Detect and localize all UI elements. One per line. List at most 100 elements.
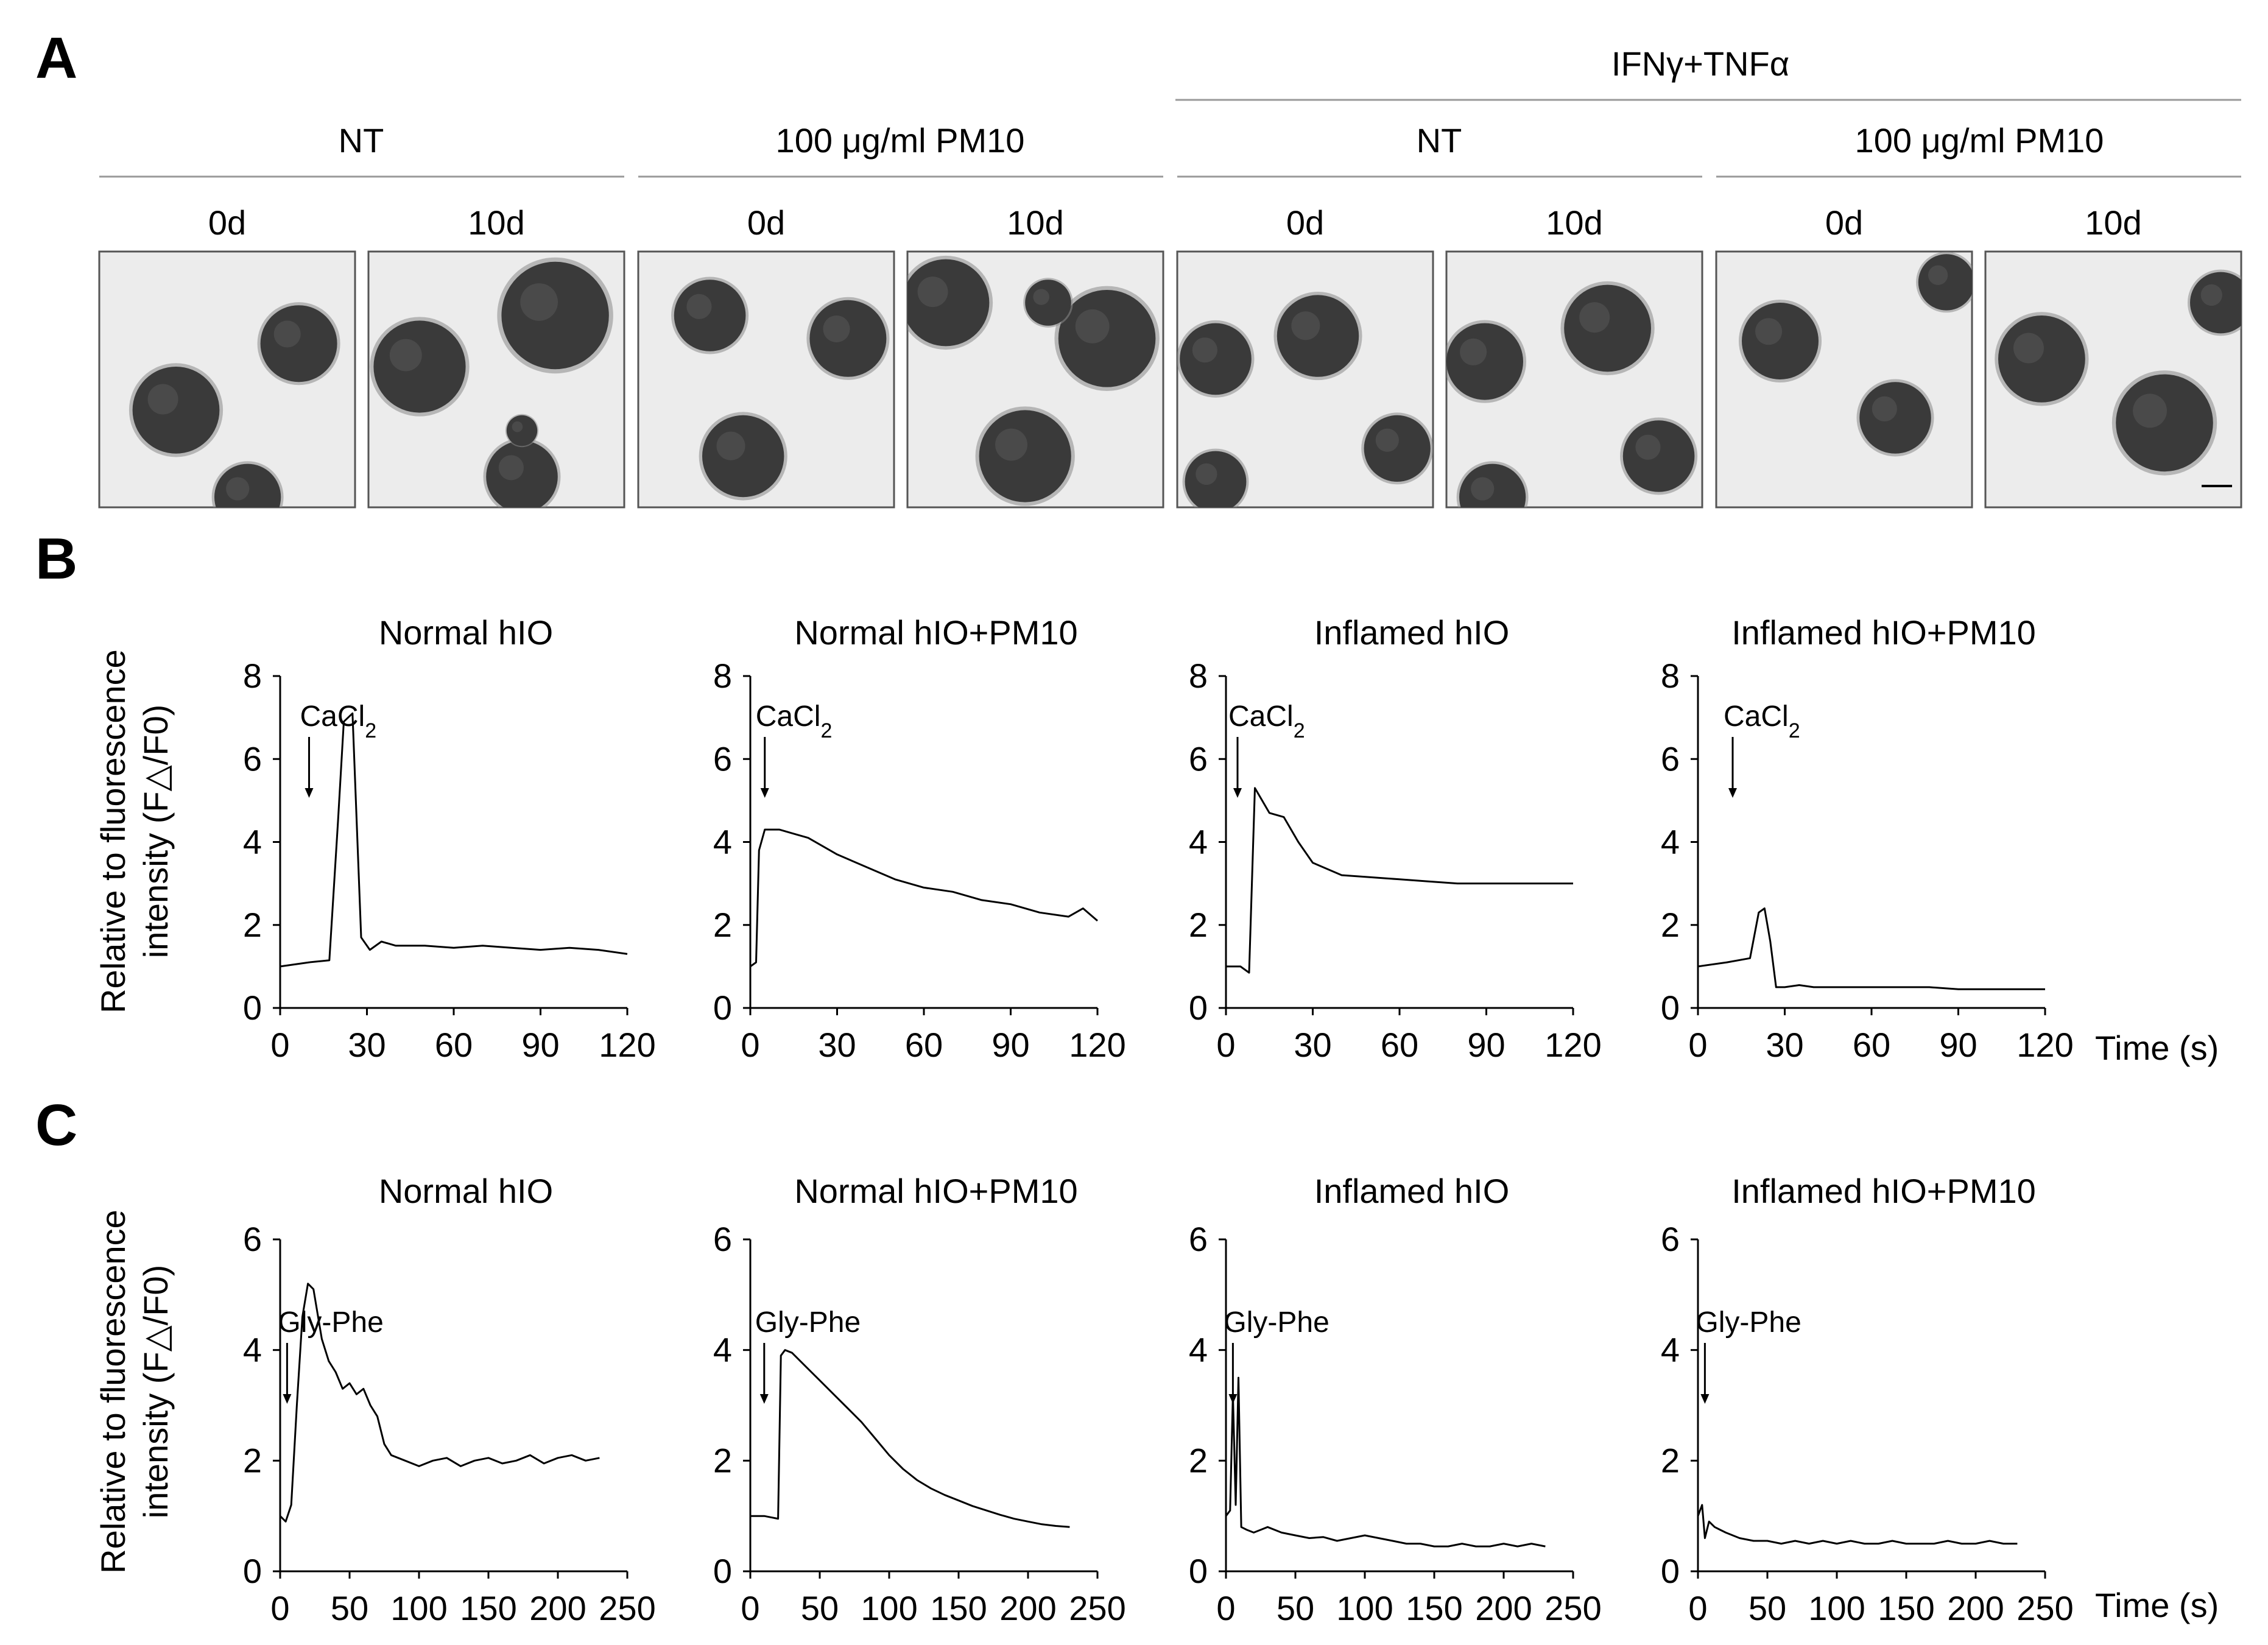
x-tick-label: 250 bbox=[2016, 1589, 2073, 1627]
y-tick-label: 4 bbox=[1189, 823, 1208, 861]
x-tick-label: 150 bbox=[1406, 1589, 1462, 1627]
x-tick-label: 200 bbox=[999, 1589, 1056, 1627]
y-tick-label: 2 bbox=[1189, 1441, 1208, 1479]
organoid-blob bbox=[2190, 272, 2241, 334]
timepoint-label: 0d bbox=[208, 203, 246, 242]
condition-label-3: NT bbox=[1417, 121, 1462, 160]
x-tick-label: 50 bbox=[1749, 1589, 1786, 1627]
y-axis-label-c-line2: intensity (F△/F0) bbox=[136, 1265, 175, 1518]
x-tick-label: 200 bbox=[1947, 1589, 2004, 1627]
organoid-blob bbox=[979, 410, 1071, 502]
condition-label-2: 100 μg/ml PM10 bbox=[776, 121, 1025, 160]
x-tick-label: 100 bbox=[1336, 1589, 1393, 1627]
annotation-label: Gly-Phe bbox=[1696, 1306, 1801, 1339]
annotation-arrowhead bbox=[1228, 1394, 1238, 1404]
organoid-blob bbox=[1859, 382, 1931, 454]
series-line bbox=[280, 712, 628, 968]
x-tick-label: 250 bbox=[599, 1589, 655, 1627]
organoid-blob bbox=[373, 320, 466, 413]
x-tick-label: 120 bbox=[599, 1026, 655, 1064]
chart-c-1: Normal hIO 0 2 4 6 0 50 100 150 200 250 Gly-Phe bbox=[243, 1172, 656, 1627]
organoid-image bbox=[1984, 250, 2242, 509]
x-tick-label: 30 bbox=[348, 1026, 386, 1064]
organoid-blob bbox=[501, 261, 609, 370]
timepoint-label: 10d bbox=[2085, 203, 2141, 242]
x-axis-label-c: Time (s) bbox=[2095, 1586, 2219, 1624]
x-tick-label: 90 bbox=[521, 1026, 559, 1064]
chart-b-4: Inflamed hIO+PM10 0 2 4 6 8 0 30 60 90 120 CaCl2 bbox=[1661, 613, 2074, 1064]
y-tick-label: 2 bbox=[713, 1441, 732, 1479]
organoid-blob bbox=[1742, 303, 1819, 379]
y-axis-label-b: Relative to fluorescence intensity (F△/F… bbox=[94, 649, 175, 1013]
x-tick-label: 100 bbox=[861, 1589, 917, 1627]
organoid-blob bbox=[260, 305, 337, 382]
y-tick-label: 8 bbox=[713, 657, 732, 695]
annotation-arrowhead bbox=[759, 1394, 769, 1404]
timepoint-label: 0d bbox=[1286, 203, 1324, 242]
y-tick-label: 6 bbox=[1189, 739, 1208, 778]
annotation-label: CaCl2 bbox=[1228, 700, 1305, 742]
y-tick-label: 0 bbox=[243, 988, 262, 1027]
y-tick-label: 0 bbox=[1189, 988, 1208, 1027]
y-tick-label: 4 bbox=[1189, 1331, 1208, 1369]
chart-title: Normal hIO+PM10 bbox=[794, 1172, 1077, 1210]
x-tick-label: 0 bbox=[1688, 1026, 1707, 1064]
treatment-group-label: IFNγ+TNFα bbox=[1611, 44, 1789, 83]
y-tick-label: 4 bbox=[243, 1331, 262, 1369]
annotation-label: Gly-Phe bbox=[755, 1306, 861, 1339]
annotation-label: CaCl2 bbox=[300, 700, 377, 742]
y-tick-label: 4 bbox=[1661, 1331, 1680, 1369]
series-line bbox=[750, 1349, 1070, 1528]
y-tick-label: 2 bbox=[1661, 906, 1680, 944]
organoid-blob bbox=[1564, 284, 1652, 372]
x-tick-label: 30 bbox=[818, 1026, 856, 1064]
series-line bbox=[1697, 907, 2045, 990]
x-tick-label: 0 bbox=[270, 1026, 289, 1064]
y-tick-label: 6 bbox=[713, 1220, 732, 1258]
timepoint-label: 10d bbox=[468, 203, 524, 242]
chart-title: Normal hIO bbox=[379, 1172, 553, 1210]
series-line bbox=[1225, 1376, 1546, 1548]
chart-title: Normal hIO+PM10 bbox=[794, 613, 1077, 652]
organoid-blob bbox=[702, 415, 784, 498]
annotation-label: CaCl2 bbox=[756, 700, 833, 742]
organoid-image bbox=[98, 250, 356, 509]
x-tick-label: 0 bbox=[741, 1026, 759, 1064]
annotation-arrowhead bbox=[283, 1394, 292, 1404]
organoid-blob bbox=[1446, 323, 1523, 400]
organoid-image bbox=[906, 250, 1164, 509]
y-tick-label: 2 bbox=[243, 906, 262, 944]
x-tick-label: 250 bbox=[1544, 1589, 1601, 1627]
y-tick-label: 0 bbox=[1661, 1552, 1680, 1590]
x-tick-label: 50 bbox=[331, 1589, 368, 1627]
organoid-image bbox=[1445, 250, 1703, 509]
chart-title: Inflamed hIO+PM10 bbox=[1731, 1172, 2036, 1210]
y-tick-label: 0 bbox=[713, 988, 732, 1027]
x-tick-label: 50 bbox=[801, 1589, 839, 1627]
organoid-blob bbox=[486, 440, 558, 507]
organoid-blob bbox=[214, 463, 281, 507]
annotation-arrowhead bbox=[760, 788, 769, 798]
condition-label-4: 100 μg/ml PM10 bbox=[1855, 121, 2104, 160]
y-tick-label: 6 bbox=[1661, 1220, 1680, 1258]
x-tick-label: 90 bbox=[1467, 1026, 1505, 1064]
organoid-blob bbox=[809, 300, 887, 377]
series-line bbox=[1226, 787, 1573, 974]
y-tick-label: 6 bbox=[713, 739, 732, 778]
timepoint-label: 0d bbox=[747, 203, 785, 242]
chart-c-3: Inflamed hIO 0 2 4 6 0 50 100 150 200 250 Gly-Phe bbox=[1189, 1172, 1602, 1627]
y-axis-label-c: Relative to fluorescence intensity (F△/F… bbox=[94, 1210, 175, 1574]
panel-letter-c: C bbox=[35, 1093, 77, 1158]
x-tick-label: 0 bbox=[1688, 1589, 1707, 1627]
x-tick-label: 90 bbox=[991, 1026, 1029, 1064]
organoid-blob bbox=[907, 259, 990, 347]
y-tick-label: 4 bbox=[713, 1331, 732, 1369]
x-tick-label: 120 bbox=[1069, 1026, 1125, 1064]
y-tick-label: 0 bbox=[713, 1552, 732, 1590]
timepoint-label: 10d bbox=[1546, 203, 1602, 242]
organoid-image bbox=[637, 250, 895, 509]
y-tick-label: 0 bbox=[1189, 1552, 1208, 1590]
organoid-blob bbox=[1364, 415, 1431, 482]
annotation-subscript: 2 bbox=[365, 719, 376, 742]
